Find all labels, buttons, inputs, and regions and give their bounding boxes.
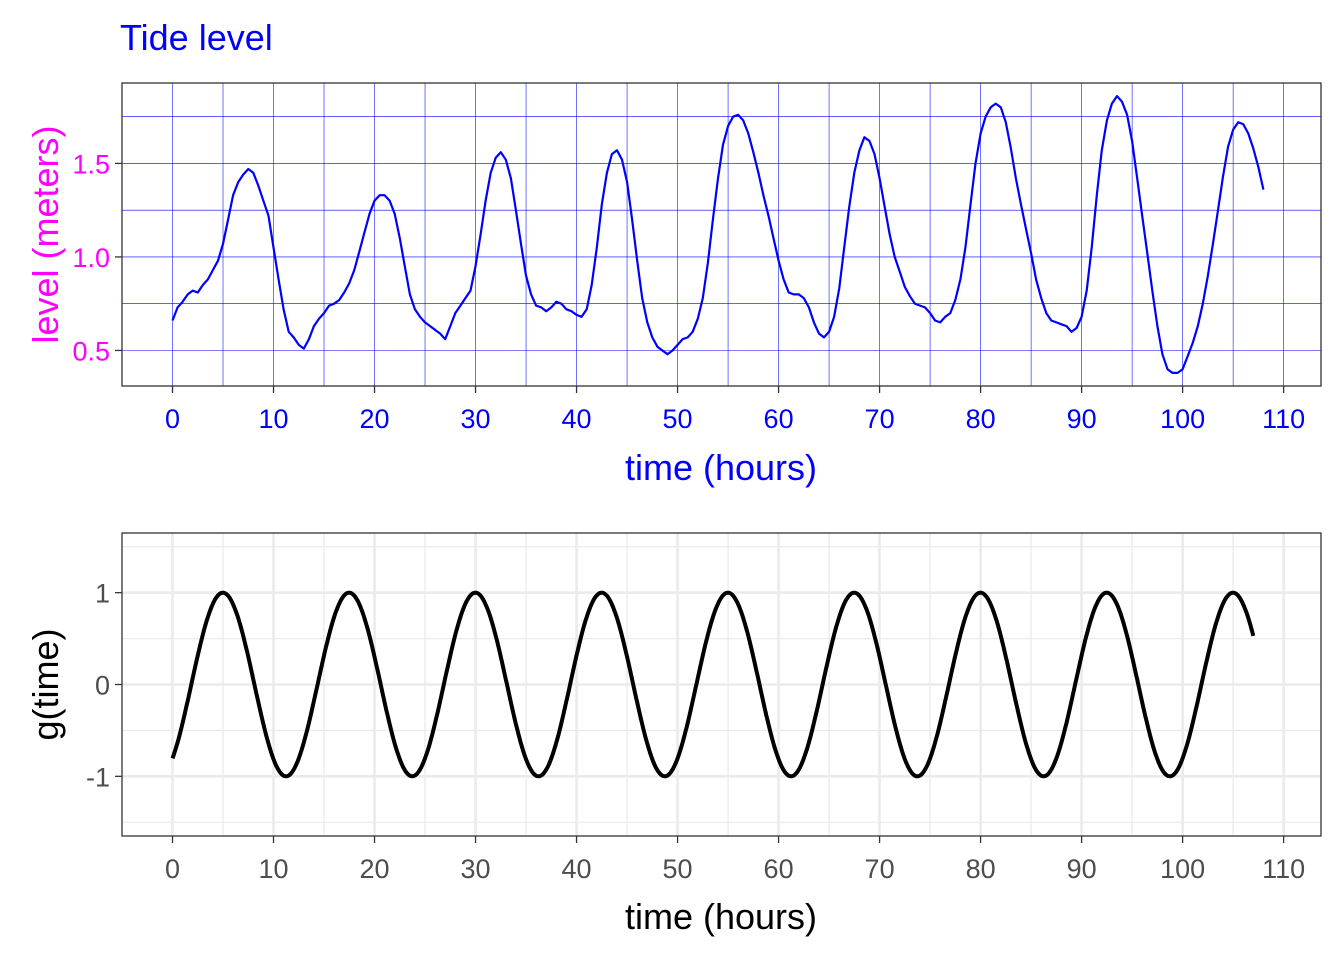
top-x-axis-label: time (hours) <box>625 447 817 488</box>
g-time-chart: 0 10 20 30 40 50 60 70 80 90 100 110 -1 0 1 time (hou… <box>25 532 1322 937</box>
bottom-y-tick-label: -1 <box>86 762 110 792</box>
top-x-tick-label: 10 <box>258 404 288 434</box>
bottom-y-tick-label: 0 <box>95 671 110 701</box>
g-time-line <box>170 590 1256 779</box>
top-x-tick-label: 60 <box>764 404 794 434</box>
bottom-y-axis-label: g(time) <box>25 628 66 740</box>
top-y-tick-label: 0.5 <box>72 336 110 366</box>
bottom-x-tick-label: 110 <box>1262 854 1305 884</box>
top-x-tick-label: 50 <box>663 404 693 434</box>
top-x-tick-label: 70 <box>865 404 895 434</box>
bottom-x-tick-label: 30 <box>461 854 491 884</box>
top-x-tick-label: 90 <box>1067 404 1097 434</box>
top-x-tick-label: 20 <box>360 404 390 434</box>
bottom-x-tick-label: 20 <box>360 854 390 884</box>
top-x-tick-label: 110 <box>1262 404 1305 434</box>
chart-title: Tide level <box>120 17 273 58</box>
top-x-tick-label: 30 <box>461 404 491 434</box>
top-x-tick-label: 40 <box>562 404 592 434</box>
top-y-axis-label: level (meters) <box>25 125 66 343</box>
tide-chart: Tide level 0 10 20 30 40 50 60 70 80 90 100 110 0.5… <box>25 17 1322 488</box>
bottom-y-tick-label: 1 <box>95 579 110 609</box>
top-y-tick-label: 1.5 <box>72 149 110 179</box>
bottom-grid <box>122 533 1321 836</box>
top-grid <box>122 83 1321 386</box>
bottom-x-tick-label: 0 <box>165 854 180 884</box>
bottom-x-tick-label: 90 <box>1067 854 1097 884</box>
bottom-x-tick-label: 60 <box>764 854 794 884</box>
bottom-x-tick-label: 40 <box>562 854 592 884</box>
bottom-x-tick-label: 50 <box>663 854 693 884</box>
top-x-axis: 0 10 20 30 40 50 60 70 80 90 100 110 <box>165 386 1305 434</box>
bottom-x-tick-label: 100 <box>1160 854 1205 884</box>
bottom-x-axis: 0 10 20 30 40 50 60 70 80 90 100 110 <box>165 836 1305 884</box>
bottom-x-tick-label: 80 <box>966 854 996 884</box>
top-x-tick-label: 0 <box>165 404 180 434</box>
top-y-axis: 0.5 1.0 1.5 <box>72 149 122 366</box>
bottom-x-tick-label: 10 <box>258 854 288 884</box>
top-x-tick-label: 100 <box>1160 404 1205 434</box>
top-panel-border <box>121 82 1322 387</box>
tide-level-line <box>171 95 1265 374</box>
top-x-tick-label: 80 <box>966 404 996 434</box>
bottom-y-axis: -1 0 1 <box>86 579 122 792</box>
top-y-tick-label: 1.0 <box>72 243 110 273</box>
bottom-x-axis-label: time (hours) <box>625 896 817 937</box>
bottom-x-tick-label: 70 <box>865 854 895 884</box>
